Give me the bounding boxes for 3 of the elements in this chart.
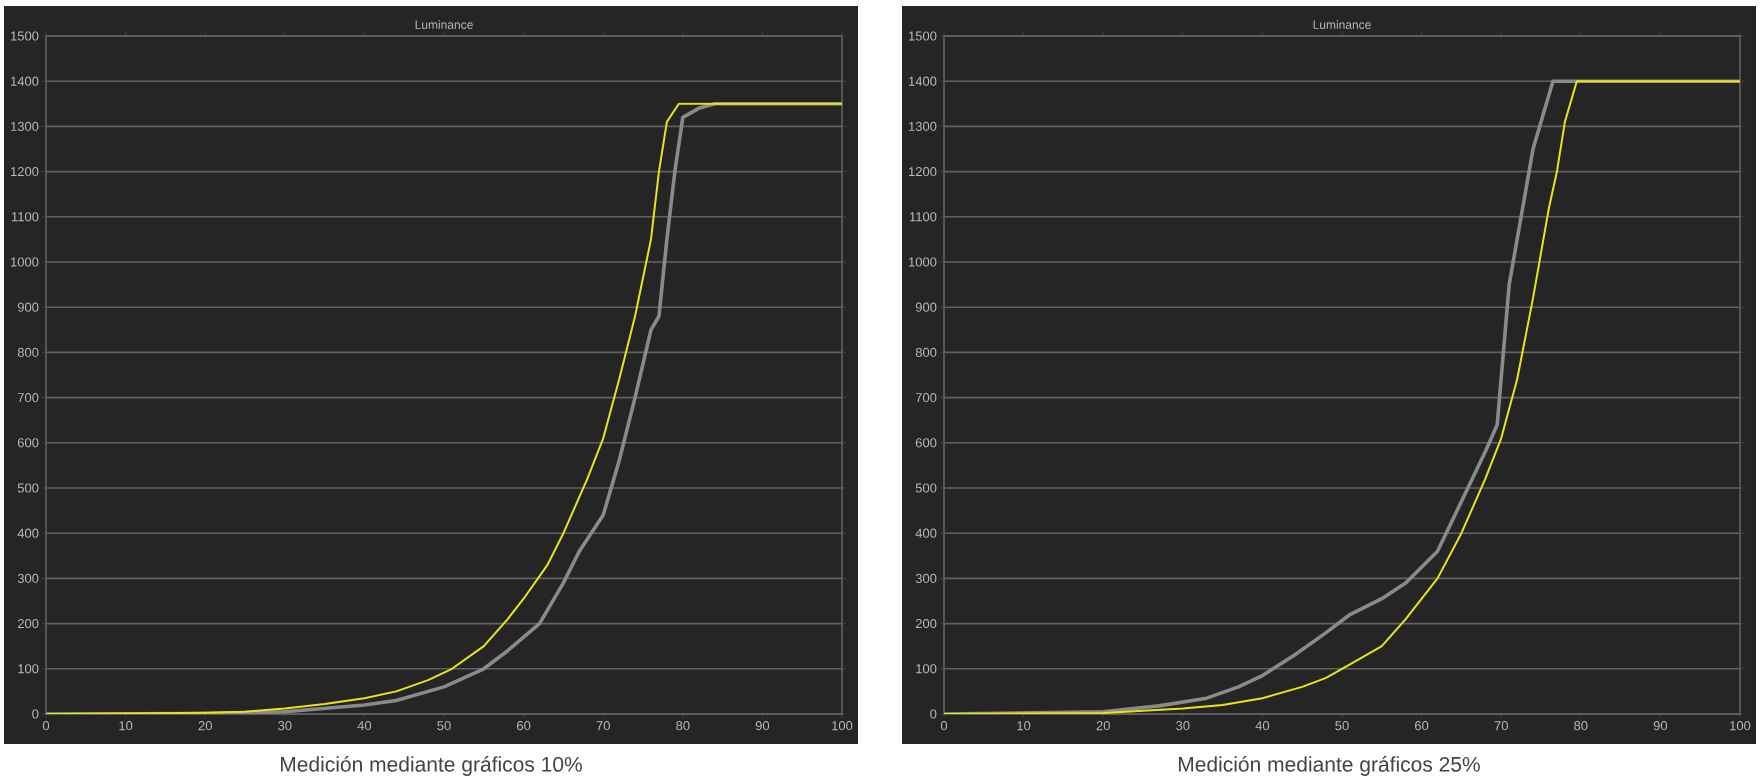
text: Medición mediante gráficos 10% — [281, 755, 582, 776]
text: Medición mediante gráficos 25% — [1178, 755, 1480, 776]
line-series — [46, 101, 843, 714]
